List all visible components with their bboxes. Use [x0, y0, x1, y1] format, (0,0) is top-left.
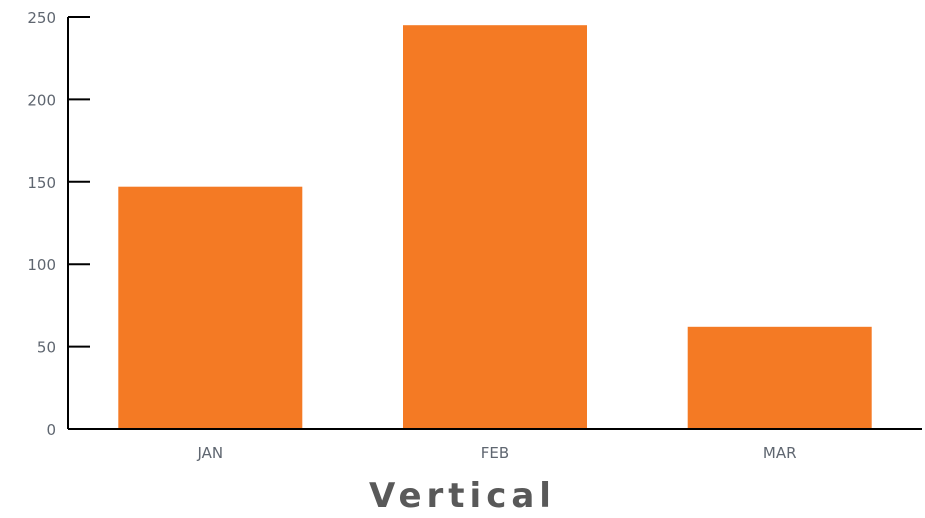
bar-mar: [687, 326, 872, 429]
y-tick-label-0: 0: [46, 421, 56, 439]
x-tick-label-mar: MAR: [763, 444, 797, 462]
chart-canvas: JAN FEB MAR 0 50 100 150 200 250: [27, 9, 922, 462]
y-tick-label-200: 200: [27, 91, 56, 109]
bar-jan: [118, 186, 303, 429]
x-tick-label-jan: JAN: [196, 444, 223, 462]
y-tick-label-100: 100: [27, 256, 56, 274]
y-tick-label-50: 50: [37, 339, 56, 357]
y-tick-label-250: 250: [27, 9, 56, 27]
y-tick-label-150: 150: [27, 174, 56, 192]
bar-feb: [403, 25, 587, 429]
chart-title: Vertical: [369, 476, 556, 516]
x-tick-label-feb: FEB: [481, 444, 509, 462]
